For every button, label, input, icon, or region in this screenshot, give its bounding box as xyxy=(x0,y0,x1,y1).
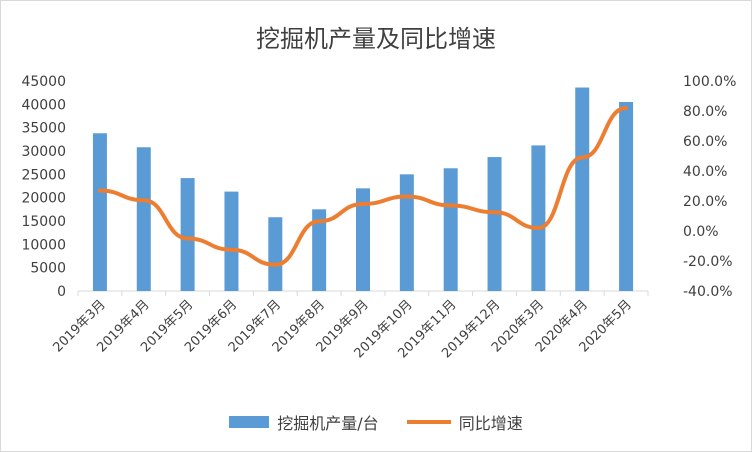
y-left-tick-label: 45000 xyxy=(21,74,66,90)
chart-axes xyxy=(77,290,649,296)
legend-label-bars: 挖掘机产量/台 xyxy=(277,414,379,433)
bar xyxy=(136,147,151,291)
bar xyxy=(619,102,634,291)
bar xyxy=(312,209,327,291)
y-right-tick-label: 80.0% xyxy=(683,104,727,120)
chart-legend: 挖掘机产量/台 同比增速 xyxy=(1,410,751,434)
y-left-tick-label: 20000 xyxy=(21,191,66,207)
bar xyxy=(356,188,370,291)
chart-title: 挖掘机产量及同比增速 xyxy=(256,25,496,53)
y-right-tick-label: 0.0% xyxy=(683,224,719,240)
y-right-tick-label: 100.0% xyxy=(683,74,736,90)
bar-series xyxy=(92,87,634,292)
legend-item-line: 同比增速 xyxy=(406,410,523,434)
legend-line-swatch xyxy=(406,420,451,424)
y-left-tick-label: 15000 xyxy=(21,214,66,230)
bar xyxy=(92,133,107,291)
y-left-tick-label: 35000 xyxy=(21,121,66,137)
bar xyxy=(531,145,546,291)
bar xyxy=(180,178,195,291)
bar xyxy=(268,217,283,291)
legend-bar-swatch xyxy=(229,416,270,428)
legend-label-line: 同比增速 xyxy=(458,414,523,433)
bar xyxy=(399,174,414,291)
y-right-tick-label: -40.0% xyxy=(683,284,733,300)
bar xyxy=(487,157,502,291)
y-left-tick-label: 5000 xyxy=(30,261,66,277)
bar xyxy=(224,191,239,291)
y-left-tick-label: 10000 xyxy=(21,237,66,253)
bar xyxy=(443,168,458,291)
y-left-tick-label: 0 xyxy=(57,284,66,300)
y-left-tick-label: 25000 xyxy=(21,167,66,183)
y-right-tick-label: 20.0% xyxy=(683,194,727,210)
y-left-tick-label: 30000 xyxy=(21,144,66,160)
legend-item-bars: 挖掘机产量/台 xyxy=(229,410,379,434)
y-left-tick-label: 40000 xyxy=(21,97,66,113)
y-right-tick-label: 60.0% xyxy=(683,134,727,150)
y-right-tick-label: -20.0% xyxy=(683,254,733,270)
bar xyxy=(575,87,590,292)
line-series xyxy=(97,106,629,267)
y-right-tick-label: 40.0% xyxy=(683,164,727,180)
